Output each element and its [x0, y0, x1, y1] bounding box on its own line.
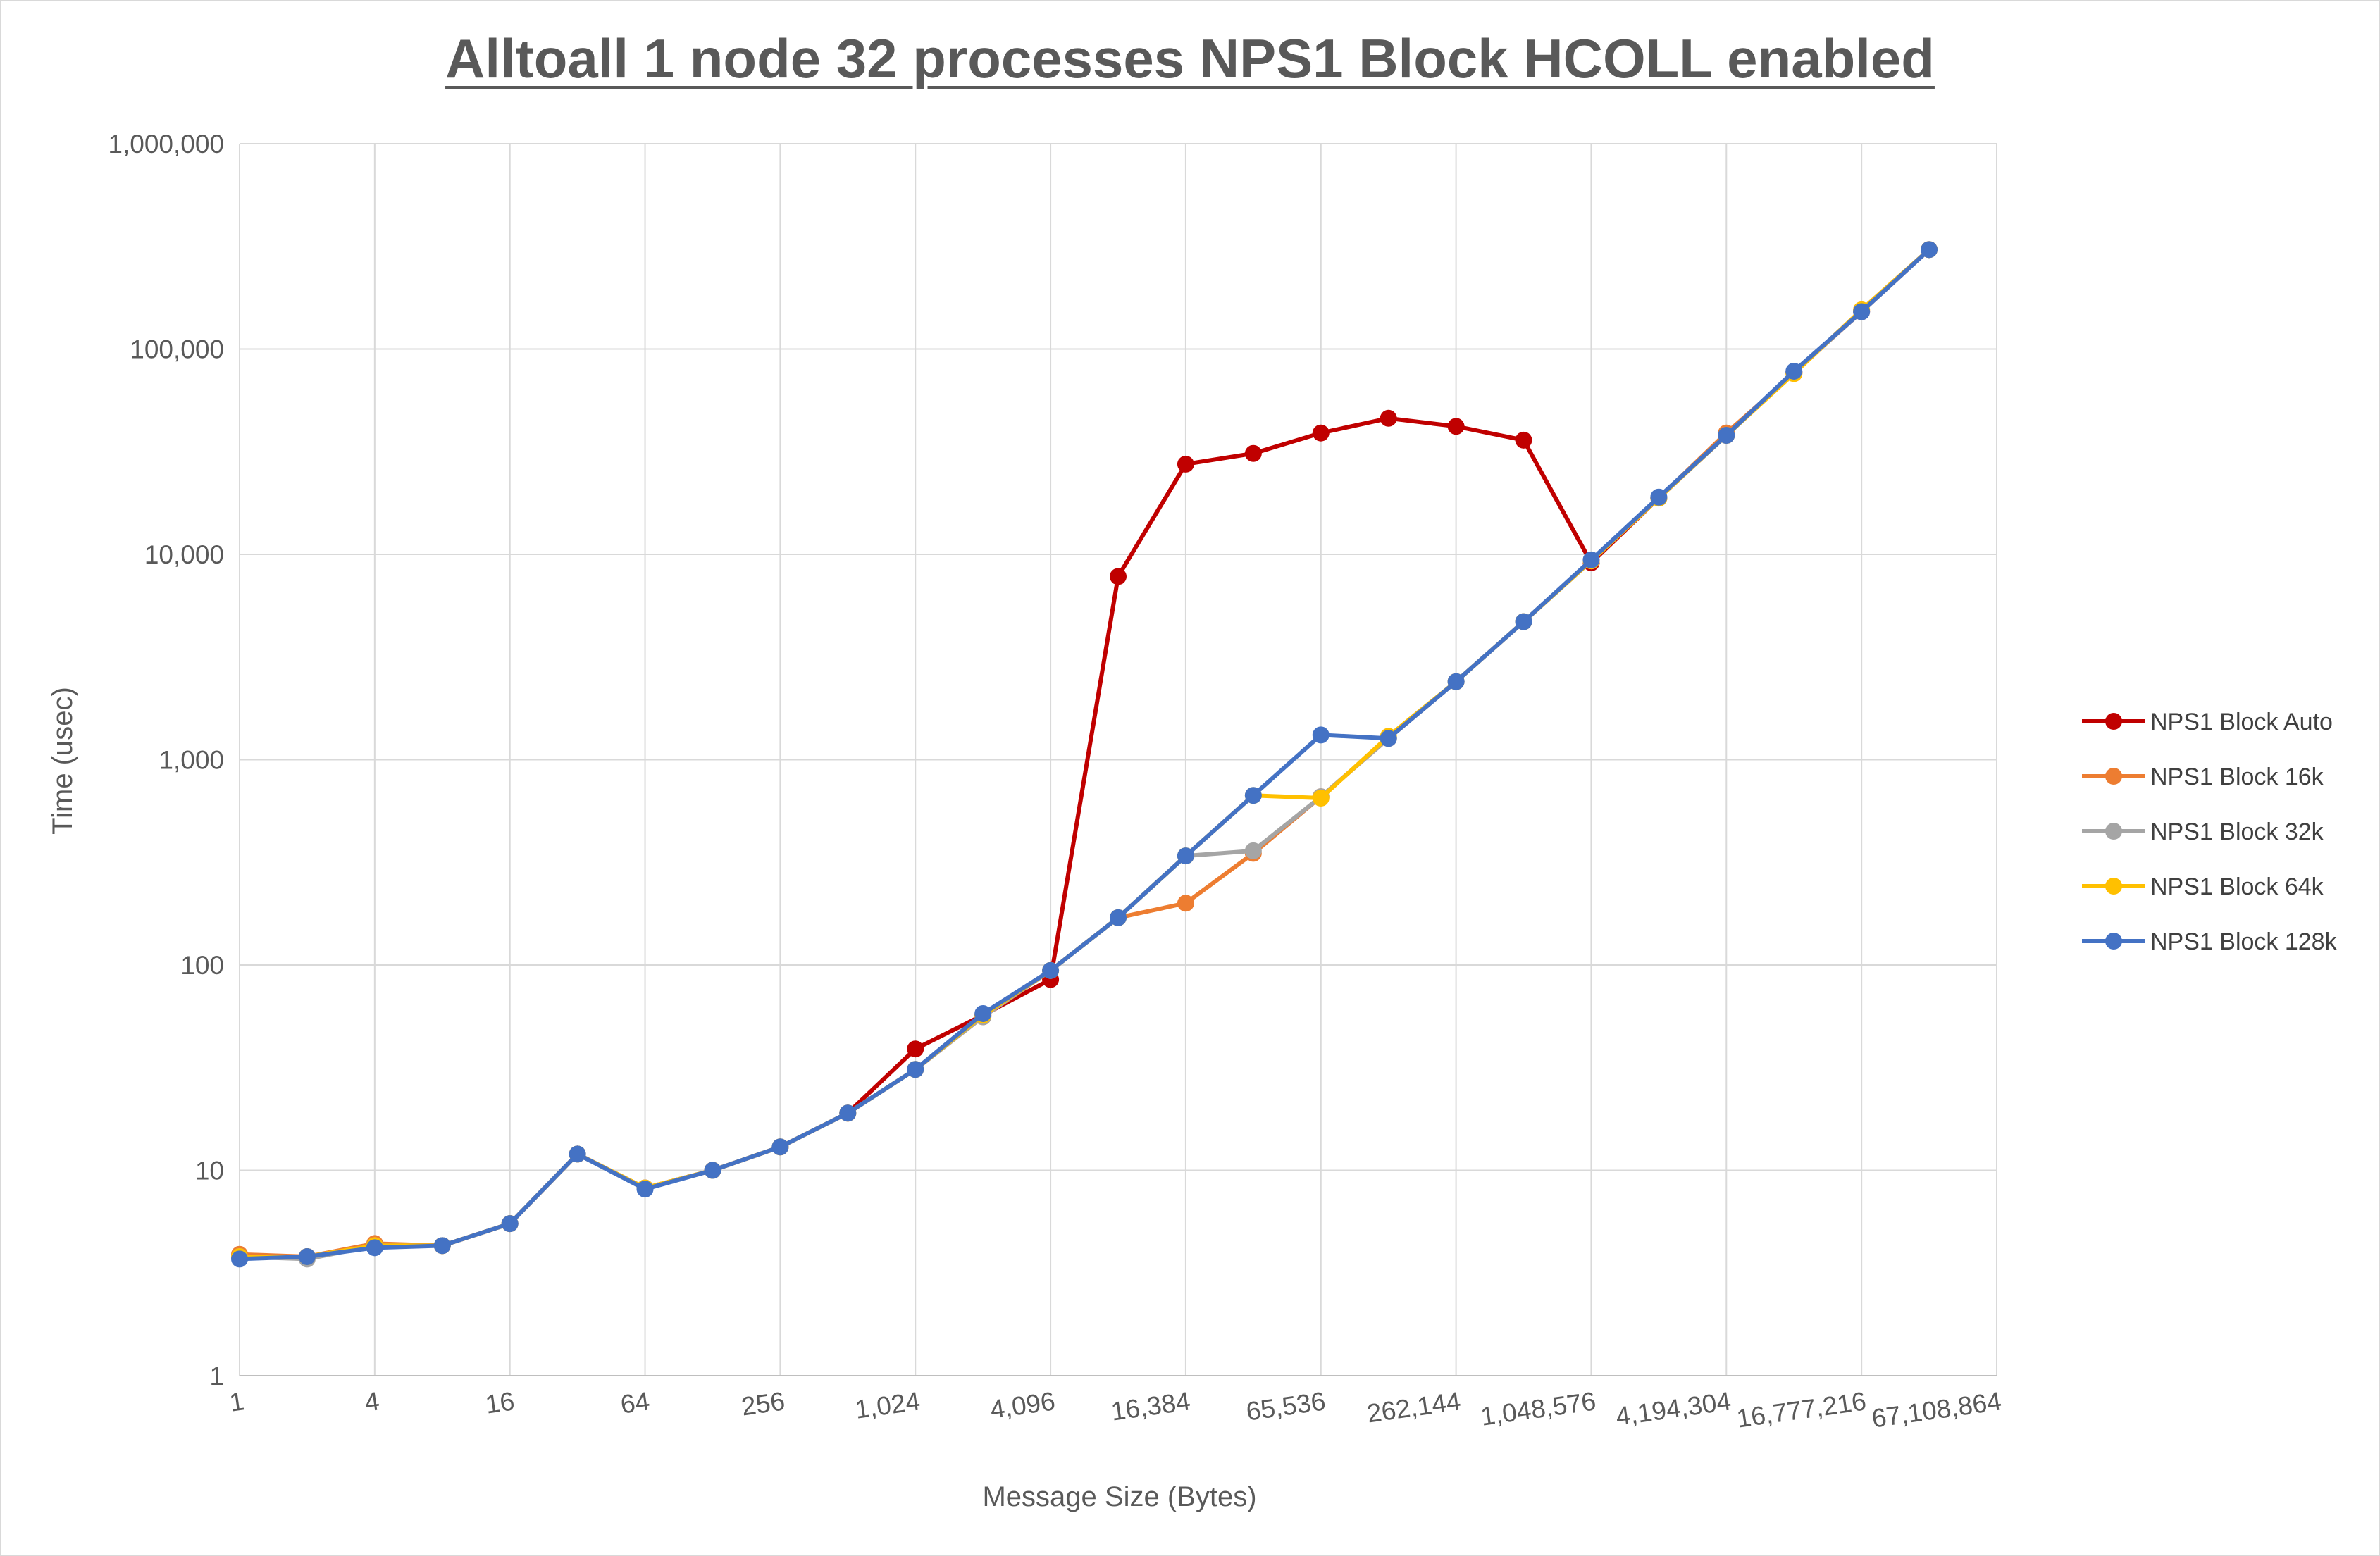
series-line — [240, 248, 1931, 1259]
legend-item: NPS1 Block 64k — [2082, 873, 2324, 900]
legend-marker — [2105, 823, 2122, 840]
legend-label: NPS1 Block 64k — [2150, 873, 2324, 900]
data-point — [974, 1004, 992, 1022]
legend-item: NPS1 Block 16k — [2082, 764, 2324, 790]
x-tick-label: 1 — [228, 1386, 246, 1417]
data-point — [907, 1061, 924, 1078]
x-tick-label: 4,096 — [988, 1386, 1057, 1424]
data-point — [1110, 568, 1127, 585]
x-tick-label: 16,384 — [1109, 1386, 1192, 1426]
data-point — [1244, 444, 1262, 462]
data-point — [433, 1237, 451, 1255]
data-point — [1785, 362, 1803, 380]
legend-label: NPS1 Block Auto — [2150, 709, 2333, 735]
legend-label: NPS1 Block 128k — [2150, 928, 2338, 955]
data-point — [1312, 790, 1330, 807]
data-point — [231, 1250, 248, 1268]
gridlines — [239, 143, 1997, 1376]
legend-marker — [2105, 878, 2122, 895]
data-point — [366, 1239, 383, 1257]
series-nps1-block-32k — [231, 241, 1938, 1268]
legend-marker — [2105, 933, 2122, 950]
series-nps1-block-16k — [231, 241, 1938, 1265]
data-point — [298, 1247, 316, 1265]
legend: NPS1 Block Auto NPS1 Block 16k NPS1 Block … — [2082, 709, 2338, 955]
data-point — [1177, 847, 1194, 865]
data-point — [771, 1138, 789, 1156]
data-point — [1177, 895, 1194, 912]
y-tick-label: 1,000 — [159, 746, 224, 775]
x-tick-label: 262,144 — [1365, 1386, 1463, 1428]
data-point — [1312, 424, 1330, 442]
data-point — [1718, 426, 1735, 444]
x-tick-label: 256 — [740, 1386, 787, 1421]
legend-label: NPS1 Block 16k — [2150, 764, 2324, 790]
x-tick-label: 64 — [619, 1386, 651, 1419]
legend-item: NPS1 Block 128k — [2082, 928, 2338, 955]
series-line — [239, 248, 1931, 1262]
y-axis-title: Time (usec) — [47, 687, 78, 835]
x-tick-label: 16,777,216 — [1735, 1386, 1868, 1433]
data-point — [1853, 303, 1871, 320]
series-nps1-block-auto — [231, 241, 1938, 1265]
x-tick-label: 16 — [483, 1386, 516, 1419]
legend-marker — [2105, 768, 2122, 785]
x-tick-label: 1,048,576 — [1479, 1386, 1598, 1431]
x-tick-label: 67,108,864 — [1870, 1386, 2003, 1433]
x-tick-label: 4,194,304 — [1614, 1386, 1733, 1431]
series-nps1-block-64k — [231, 241, 1938, 1265]
data-point — [1515, 431, 1532, 449]
y-tick-label: 100,000 — [130, 335, 224, 364]
data-point — [1380, 409, 1397, 427]
data-point — [1110, 909, 1127, 926]
y-axis-ticks: 1 10 100 1,000 10,000 100,000 1,000,000 — [108, 130, 224, 1390]
x-tick-label: 4 — [363, 1386, 381, 1417]
y-tick-label: 10,000 — [144, 540, 224, 569]
legend-item: NPS1 Block Auto — [2082, 709, 2333, 735]
data-point — [1380, 730, 1397, 747]
data-point — [1447, 673, 1465, 690]
legend-item: NPS1 Block 32k — [2082, 819, 2324, 845]
y-tick-label: 1 — [209, 1362, 224, 1390]
y-tick-label: 100 — [180, 951, 224, 980]
x-tick-label: 1,024 — [853, 1386, 922, 1424]
data-point — [1650, 488, 1668, 506]
y-tick-label: 10 — [195, 1157, 224, 1185]
x-axis-title: Message Size (Bytes) — [982, 1481, 1256, 1512]
x-axis-ticks: 1 4 16 64 256 1,024 4,096 16,384 65,536 262,144 1,… — [228, 1386, 2003, 1433]
data-point — [1244, 787, 1262, 804]
series-line — [239, 248, 1931, 1262]
legend-label: NPS1 Block 32k — [2150, 819, 2324, 845]
series-line — [239, 248, 1931, 1259]
data-point — [1177, 455, 1194, 473]
data-point — [569, 1145, 586, 1163]
series-group — [231, 241, 1938, 1268]
legend-marker — [2105, 713, 2122, 730]
data-point — [501, 1215, 519, 1233]
data-point — [907, 1040, 924, 1058]
data-point — [1312, 726, 1330, 744]
x-tick-label: 65,536 — [1244, 1386, 1327, 1426]
y-tick-label: 1,000,000 — [108, 130, 224, 158]
series-nps1-block-128k — [231, 241, 1938, 1268]
data-point — [839, 1104, 857, 1122]
data-point — [1042, 961, 1060, 979]
data-point — [1515, 613, 1532, 630]
data-point — [636, 1181, 654, 1198]
data-point — [1582, 551, 1600, 568]
data-point — [1244, 842, 1262, 859]
chart-title: Alltoall 1 node 32 processes NPS1 Block … — [445, 27, 1935, 89]
data-point — [1921, 241, 1938, 259]
data-point — [1447, 418, 1465, 435]
data-point — [704, 1162, 721, 1179]
series-line — [240, 248, 1931, 1259]
